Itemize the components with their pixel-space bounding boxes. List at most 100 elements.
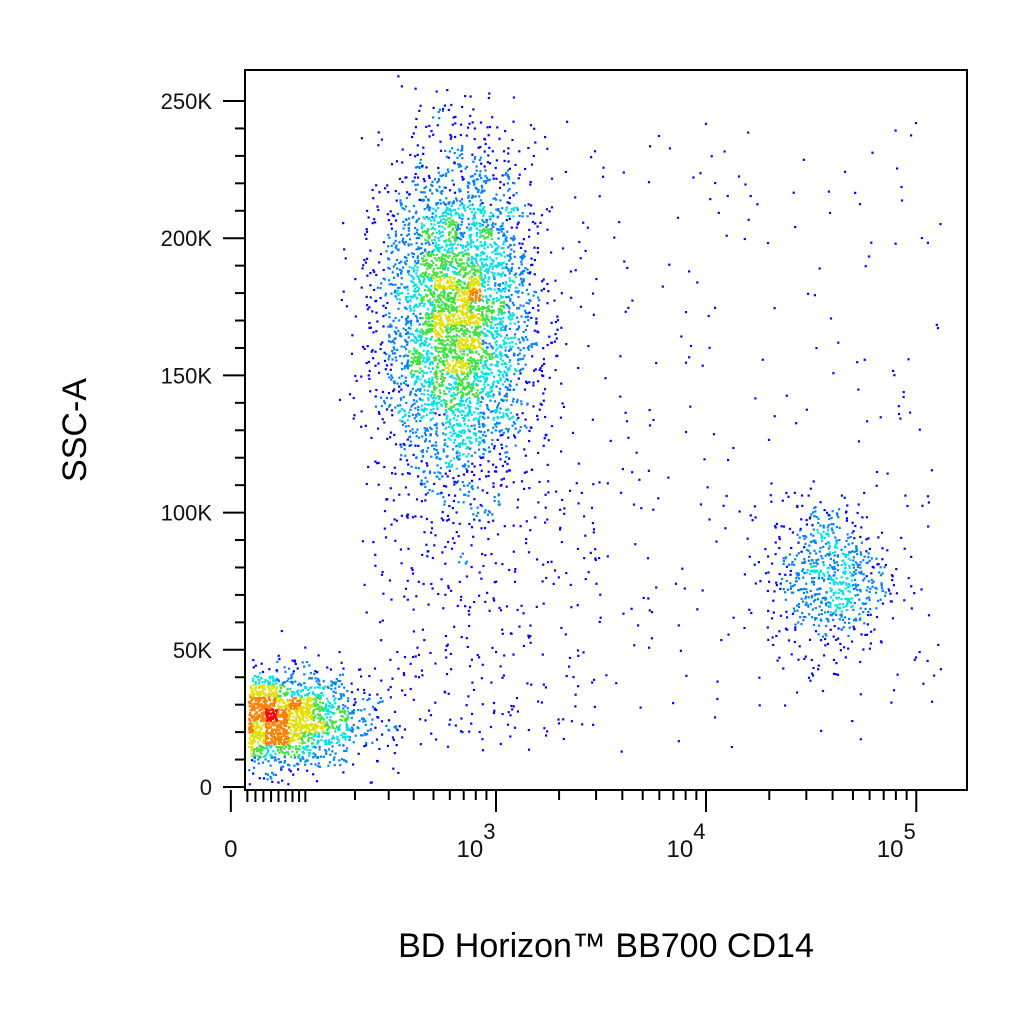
event-dot [439, 317, 442, 320]
event-dot [435, 264, 438, 267]
event-dot [260, 725, 263, 728]
event-dot [250, 724, 253, 727]
event-dot [308, 751, 311, 755]
event-dot [467, 289, 470, 292]
event-dot [500, 329, 503, 332]
event-dot [272, 695, 275, 698]
event-dot [500, 301, 503, 304]
event-dot [382, 304, 385, 307]
event-dot [288, 713, 292, 716]
event-dot [537, 296, 540, 299]
event-dot [481, 316, 484, 319]
event-dot [288, 716, 291, 719]
event-dot [299, 758, 302, 761]
event-dot [445, 155, 448, 158]
event-dot [458, 298, 461, 301]
event-dot [404, 379, 407, 383]
event-dot [440, 320, 444, 323]
event-dot [284, 692, 287, 696]
event-dot [490, 317, 493, 320]
event-dot [252, 677, 255, 680]
event-dot [480, 527, 483, 530]
event-dot [473, 334, 476, 337]
event-dot [484, 142, 487, 146]
event-dot [503, 266, 506, 270]
event-dot [473, 418, 476, 421]
event-dot [430, 329, 433, 332]
event-dot [459, 337, 463, 340]
event-dot [287, 753, 290, 756]
event-dot [261, 686, 264, 689]
event-dot [433, 309, 437, 312]
event-dot [458, 522, 461, 525]
event-dot [484, 229, 487, 232]
event-dot [439, 315, 442, 318]
event-dot [480, 210, 483, 214]
event-dot [499, 252, 502, 255]
event-dot [263, 712, 266, 715]
event-dot [507, 160, 510, 163]
event-dot [441, 285, 444, 288]
event-dot [321, 722, 324, 725]
event-dot [439, 235, 442, 238]
event-dot [442, 254, 445, 257]
event-dot [507, 189, 510, 192]
event-dot [441, 246, 444, 249]
event-dot [420, 460, 423, 463]
event-dot [433, 257, 437, 260]
event-dot [467, 465, 470, 468]
event-dot [338, 398, 341, 401]
event-dot [307, 727, 310, 730]
event-dot [466, 285, 469, 288]
event-dot [482, 322, 485, 325]
event-dot [250, 740, 254, 743]
event-dot [325, 739, 328, 742]
event-dot [498, 137, 501, 140]
event-dot [521, 256, 524, 259]
event-dot [296, 667, 299, 670]
event-dot [448, 285, 451, 288]
event-dot [391, 472, 394, 475]
event-dot [508, 196, 511, 199]
event-dot [410, 405, 413, 408]
event-dot [301, 723, 304, 727]
event-dot [462, 365, 465, 368]
event-dot [290, 704, 293, 707]
event-dot [463, 353, 466, 356]
event-dot [406, 321, 409, 325]
event-dot [543, 437, 546, 440]
event-dot [404, 263, 408, 266]
event-dot [490, 238, 493, 241]
event-dot [424, 365, 427, 368]
event-dot [506, 367, 509, 370]
event-dot [443, 310, 446, 313]
event-dot [330, 741, 333, 744]
event-dot [473, 138, 476, 141]
event-dot [317, 678, 320, 681]
event-dot [330, 680, 333, 683]
event-dot [465, 311, 468, 314]
event-dot [426, 413, 429, 417]
event-dot [516, 291, 519, 294]
event-dot [273, 686, 276, 689]
event-dot [533, 273, 536, 276]
event-dot [514, 276, 517, 279]
event-dot [434, 453, 437, 456]
event-dot [437, 339, 440, 342]
event-dot [447, 256, 450, 259]
event-dot [413, 402, 416, 405]
event-dot [346, 735, 349, 738]
event-dot [466, 244, 469, 247]
event-dot [416, 357, 419, 360]
event-dot [407, 270, 410, 273]
event-dot [341, 758, 344, 761]
event-dot [263, 685, 266, 688]
event-dot [455, 360, 458, 363]
event-dot [472, 344, 475, 347]
event-dot [548, 210, 551, 213]
event-dot [470, 297, 474, 300]
event-dot [496, 330, 499, 333]
event-dot [461, 309, 464, 312]
event-dot [296, 723, 299, 727]
event-dot [310, 705, 313, 708]
